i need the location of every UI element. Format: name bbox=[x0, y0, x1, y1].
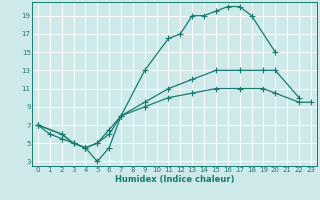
X-axis label: Humidex (Indice chaleur): Humidex (Indice chaleur) bbox=[115, 175, 234, 184]
